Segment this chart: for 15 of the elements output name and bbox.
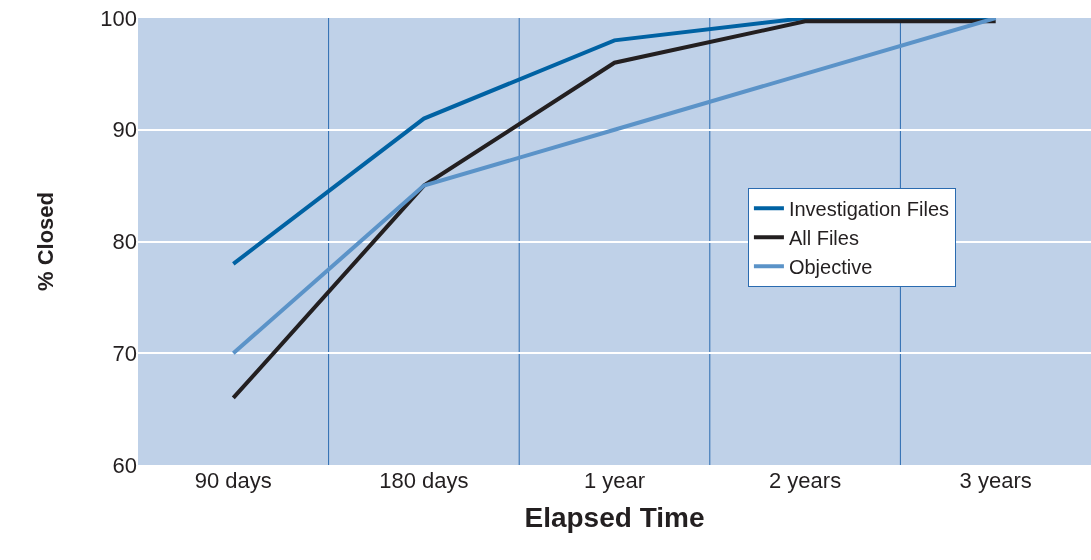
- x-tick-label: 1 year: [583, 468, 646, 493]
- x-tick-label: 2 years: [769, 468, 842, 493]
- legend-label: Objective: [788, 256, 873, 279]
- x-tick-label: 90 days: [194, 468, 272, 493]
- y-tick-label: 90: [112, 117, 137, 143]
- x-tick-label: 180 days: [379, 468, 469, 493]
- y-tick-label: 70: [112, 340, 137, 366]
- y-tick-label: 100: [100, 5, 137, 31]
- y-axis-title: % Closed: [33, 191, 59, 292]
- y-tick-label: 80: [112, 229, 137, 255]
- x-axis-title: Elapsed Time: [524, 502, 705, 534]
- legend-label: All Files: [788, 227, 859, 250]
- y-tick-label: 60: [112, 452, 137, 478]
- x-tick-label: 3 years: [959, 468, 1032, 493]
- legend-label: Investigation Files: [788, 198, 949, 221]
